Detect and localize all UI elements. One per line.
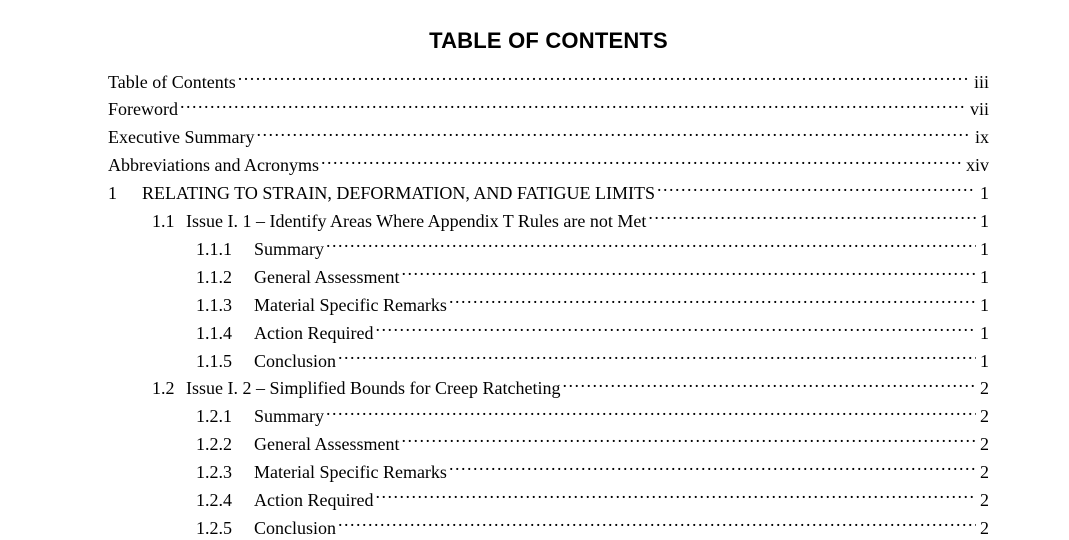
- toc-entry-label: Foreword: [108, 97, 178, 121]
- toc-entry: 1.1.2General Assessment 1: [108, 261, 989, 289]
- toc-entry-number: 1: [108, 181, 142, 205]
- toc-leader-dots: [338, 512, 976, 534]
- toc-leader-dots: [326, 401, 976, 423]
- toc-leader-dots: [326, 233, 976, 255]
- toc-entry: 1RELATING TO STRAIN, DEFORMATION, AND FA…: [108, 178, 989, 206]
- toc-entry-label: Summary: [254, 237, 324, 261]
- toc-leader-dots: [648, 205, 976, 227]
- toc-entry: 1.1 Issue I. 1 – Identify Areas Where Ap…: [108, 205, 989, 233]
- toc-entry: 1.2.1Summary 2: [108, 401, 989, 429]
- toc-entry: Executive Summary ix: [108, 122, 989, 150]
- toc-leader-dots: [401, 261, 976, 283]
- toc-entry-label: General Assessment: [254, 265, 399, 289]
- toc-entry-number: 1.1: [152, 209, 186, 233]
- toc-leader-dots: [338, 345, 976, 367]
- toc-entry-number: 1.2: [152, 376, 186, 400]
- toc-page: TABLE OF CONTENTS Table of ContentsiiiFo…: [0, 0, 1069, 528]
- toc-leader-dots: [449, 456, 976, 478]
- toc-entry-label: Abbreviations and Acronyms: [108, 153, 319, 177]
- toc-entry-label: General Assessment: [254, 432, 399, 456]
- toc-leader-dots: [449, 289, 976, 311]
- toc-entry-number: 1.2.4: [196, 488, 254, 512]
- toc-title: TABLE OF CONTENTS: [108, 28, 989, 54]
- toc-entry: 1.2 Issue I. 2 – Simplified Bounds for C…: [108, 373, 989, 401]
- toc-entry-number: 1.2.3: [196, 460, 254, 484]
- toc-leader-dots: [375, 484, 976, 506]
- toc-list: Table of ContentsiiiForewordviiExecutive…: [108, 66, 989, 540]
- toc-entry-page: iii: [972, 70, 989, 94]
- toc-entry: 1.1.5Conclusion 1: [108, 345, 989, 373]
- toc-entry-label: Action Required: [254, 488, 373, 512]
- toc-entry: 1.2.5Conclusion2: [108, 512, 989, 540]
- toc-entry: 1.1.4Action Required 1: [108, 317, 989, 345]
- toc-entry-page: 1: [978, 265, 989, 289]
- toc-entry-page: 1: [978, 321, 989, 345]
- toc-entry-number: 1.2.2: [196, 432, 254, 456]
- toc-entry-label: RELATING TO STRAIN, DEFORMATION, AND FAT…: [142, 181, 655, 205]
- toc-leader-dots: [401, 429, 976, 451]
- toc-leader-dots: [375, 317, 976, 339]
- toc-entry-label: Material Specific Remarks: [254, 293, 447, 317]
- toc-entry-label: Issue I. 2 – Simplified Bounds for Creep…: [186, 376, 560, 400]
- toc-entry-label: Action Required: [254, 321, 373, 345]
- toc-leader-dots: [321, 150, 962, 172]
- toc-entry-page: 2: [978, 404, 989, 428]
- toc-entry-page: 2: [978, 460, 989, 484]
- toc-entry-page: vii: [968, 97, 989, 121]
- toc-entry-page: 2: [978, 488, 989, 512]
- toc-entry: 1.2.3Material Specific Remarks 2: [108, 456, 989, 484]
- toc-entry-page: 1: [978, 181, 989, 205]
- toc-entry-page: 2: [978, 376, 989, 400]
- toc-entry-number: 1.1.1: [196, 237, 254, 261]
- toc-entry-number: 1.1.2: [196, 265, 254, 289]
- toc-entry: 1.2.4Action Required 2: [108, 484, 989, 512]
- toc-entry-label: Material Specific Remarks: [254, 460, 447, 484]
- toc-entry-label: Executive Summary: [108, 125, 254, 149]
- toc-entry-number: 1.2.1: [196, 404, 254, 428]
- toc-entry-label: Summary: [254, 404, 324, 428]
- toc-entry-page: 1: [978, 293, 989, 317]
- toc-entry: 1.2.2General Assessment 2: [108, 429, 989, 457]
- toc-leader-dots: [562, 373, 976, 395]
- toc-entry: Abbreviations and Acronyms xiv: [108, 150, 989, 178]
- toc-leader-dots: [657, 178, 976, 200]
- toc-entry-page: 1: [978, 209, 989, 233]
- toc-entry-page: 1: [978, 237, 989, 261]
- toc-entry-page: ix: [973, 125, 989, 149]
- toc-entry-page: xiv: [964, 153, 989, 177]
- toc-leader-dots: [256, 122, 971, 144]
- toc-entry-page: 1: [978, 349, 989, 373]
- toc-leader-dots: [238, 66, 970, 88]
- toc-entry: Table of Contents iii: [108, 66, 989, 94]
- toc-entry-number: 1.1.5: [196, 349, 254, 373]
- toc-entry-label: Conclusion: [254, 349, 336, 373]
- toc-entry-label: Table of Contents: [108, 70, 236, 94]
- toc-entry: 1.1.1Summary 1: [108, 233, 989, 261]
- toc-entry-label: Issue I. 1 – Identify Areas Where Append…: [186, 209, 646, 233]
- toc-leader-dots: [180, 94, 966, 116]
- toc-entry: Foreword vii: [108, 94, 989, 122]
- toc-entry-number: 1.1.3: [196, 293, 254, 317]
- toc-entry-number: 1.1.4: [196, 321, 254, 345]
- toc-entry: 1.1.3Material Specific Remarks 1: [108, 289, 989, 317]
- toc-entry-page: 2: [978, 432, 989, 456]
